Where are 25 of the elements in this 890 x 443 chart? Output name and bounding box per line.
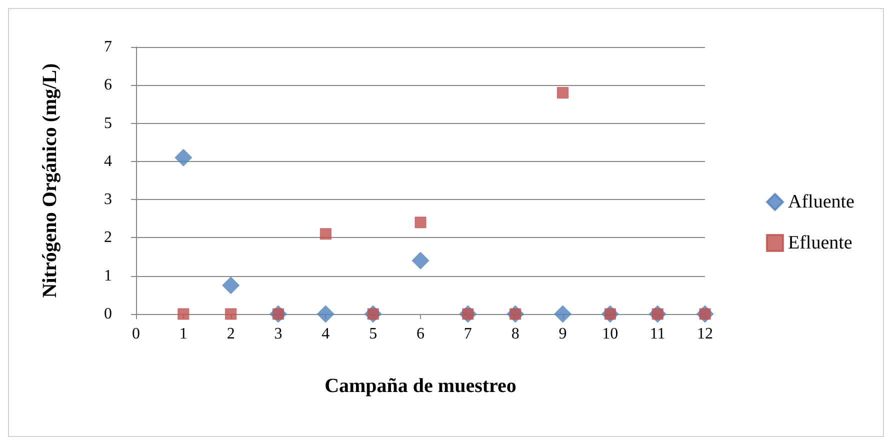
y-tick-label: 0: [104, 306, 112, 322]
x-tick-label: 10: [602, 326, 618, 342]
y-tick-label: 1: [104, 267, 112, 284]
y-axis-title: Nitrógeno Orgánico (mg/L): [39, 63, 61, 298]
x-axis-title: Campaña de muestreo: [324, 375, 516, 397]
x-tick-label: 0: [132, 326, 140, 342]
x-tick-label: 7: [464, 326, 472, 342]
legend-label: Efluente: [788, 232, 852, 254]
y-tick-label: 5: [104, 114, 112, 132]
x-tick-label: 2: [226, 326, 235, 342]
x-tick-label: 1: [179, 326, 188, 342]
y-tick-label: 3: [104, 191, 112, 208]
x-tick-label: 4: [322, 326, 330, 342]
y-tick-label: 7: [104, 38, 112, 56]
legend-label: Afluente: [788, 192, 854, 212]
y-tick-label: 6: [104, 76, 112, 94]
x-tick-label: 8: [511, 326, 520, 342]
x-tick-label: 12: [697, 326, 713, 342]
y-tick-label: 4: [104, 152, 112, 170]
y-tick-label: 2: [104, 229, 112, 246]
x-tick-label: 11: [650, 326, 666, 342]
x-tick-label: 5: [369, 326, 378, 342]
x-tick-label: 6: [416, 326, 424, 342]
x-tick-label: 9: [558, 326, 567, 342]
x-tick-label: 3: [274, 326, 282, 342]
